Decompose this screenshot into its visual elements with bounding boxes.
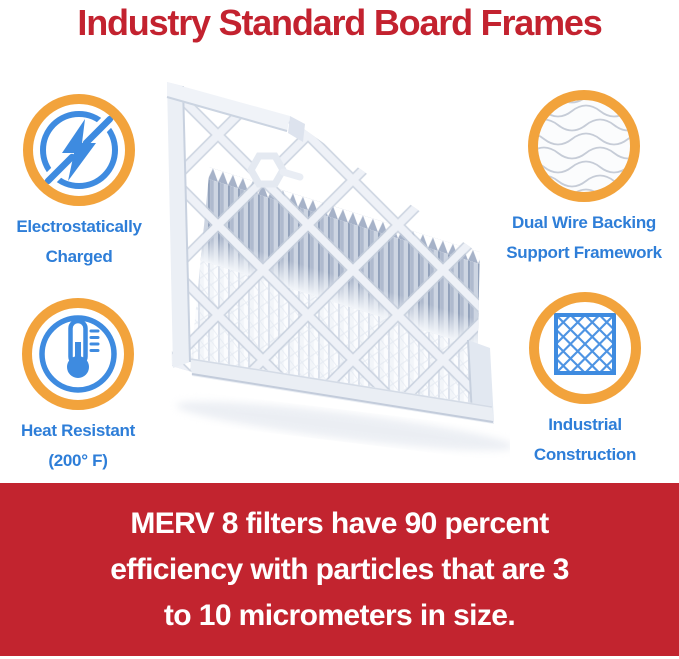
thermometer-icon [22, 298, 134, 410]
air-filter-image [166, 82, 510, 451]
feature-heat-resistant: Heat Resistant (200° F) [0, 298, 163, 476]
feature-electrostatically-charged: Electrostatically Charged [0, 94, 164, 272]
feature-industrial-construction: Industrial Construction [500, 292, 670, 470]
lightning-bolt-icon [23, 94, 135, 206]
banner-line: to 10 micrometers in size. [163, 598, 516, 632]
diamond-lattice-icon [529, 292, 641, 404]
feature-dual-wire-backing: Dual Wire Backing Support Framework [499, 90, 669, 268]
banner-line: efficiency with particles that are 3 [110, 552, 569, 586]
banner-line: MERV 8 filters have 90 percent [130, 506, 549, 540]
feature-label: Dual Wire Backing Support Framework [506, 213, 662, 262]
feature-label: Heat Resistant (200° F) [21, 421, 135, 470]
page-title: Industry Standard Board Frames [77, 2, 602, 43]
wire-mesh-photo-icon [528, 90, 640, 202]
feature-label: Industrial Construction [533, 415, 637, 464]
merv-info-banner: MERV 8 filters have 90 percent efficienc… [0, 483, 679, 656]
feature-label: Electrostatically Charged [16, 217, 142, 266]
